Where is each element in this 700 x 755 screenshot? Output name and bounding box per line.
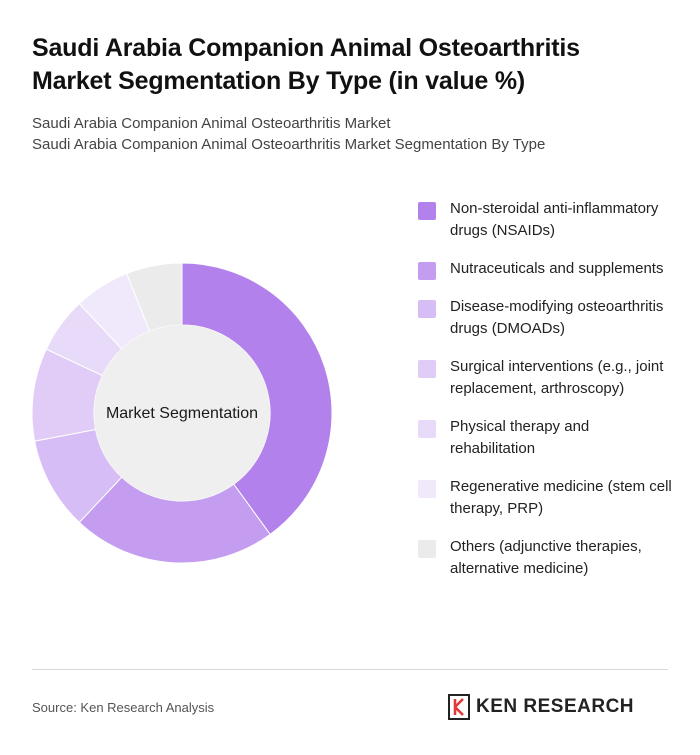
subtitle-line-2: Saudi Arabia Companion Animal Osteoarthr…: [32, 136, 546, 153]
ken-research-logo-icon: [448, 694, 470, 720]
legend-item: Non-steroidal anti-inflammatory drugs (N…: [418, 198, 678, 242]
source-note: Source: Ken Research Analysis: [32, 700, 215, 715]
legend-label: Nutraceuticals and supplements: [450, 260, 664, 277]
legend-swatch: [418, 540, 436, 558]
legend-swatch: [418, 420, 436, 438]
brand-name: KEN RESEARCH: [476, 696, 635, 717]
legend-label: Disease-modifying osteoarthritis drugs (…: [450, 298, 664, 337]
legend-swatch: [418, 360, 436, 378]
legend-item: Surgical interventions (e.g., joint repl…: [418, 356, 678, 400]
legend-swatch: [418, 262, 436, 280]
legend-label: Physical therapy and rehabilitation: [450, 418, 590, 457]
legend-item: Nutraceuticals and supplements: [418, 258, 678, 280]
legend-label: Regenerative medicine (stem cell therapy…: [450, 478, 672, 517]
donut-center: [94, 325, 270, 501]
donut-center-label: Market Segmentation: [106, 405, 258, 422]
subtitle-line-1: Saudi Arabia Companion Animal Osteoarthr…: [32, 115, 391, 132]
legend-swatch: [418, 300, 436, 318]
donut-chart: Market Segmentation: [24, 255, 340, 571]
legend-swatch: [418, 480, 436, 498]
legend-swatch: [418, 202, 436, 220]
legend-item: Physical therapy and rehabilitation: [418, 416, 678, 460]
donut-svg: Market Segmentation: [31, 262, 333, 564]
footer-divider: [32, 669, 668, 670]
legend-item: Disease-modifying osteoarthritis drugs (…: [418, 296, 678, 340]
chart-legend: Non-steroidal anti-inflammatory drugs (N…: [418, 198, 678, 596]
legend-item: Others (adjunctive therapies, alternativ…: [418, 536, 678, 580]
legend-label: Others (adjunctive therapies, alternativ…: [450, 538, 642, 577]
brand: KEN RESEARCH: [448, 694, 634, 720]
legend-label: Non-steroidal anti-inflammatory drugs (N…: [450, 200, 659, 239]
chart-title: Saudi Arabia Companion Animal Osteoarthr…: [32, 34, 580, 95]
chart-subtitle: Saudi Arabia Companion Animal Osteoarthr…: [32, 113, 672, 155]
legend-label: Surgical interventions (e.g., joint repl…: [450, 358, 664, 397]
legend-item: Regenerative medicine (stem cell therapy…: [418, 476, 678, 520]
